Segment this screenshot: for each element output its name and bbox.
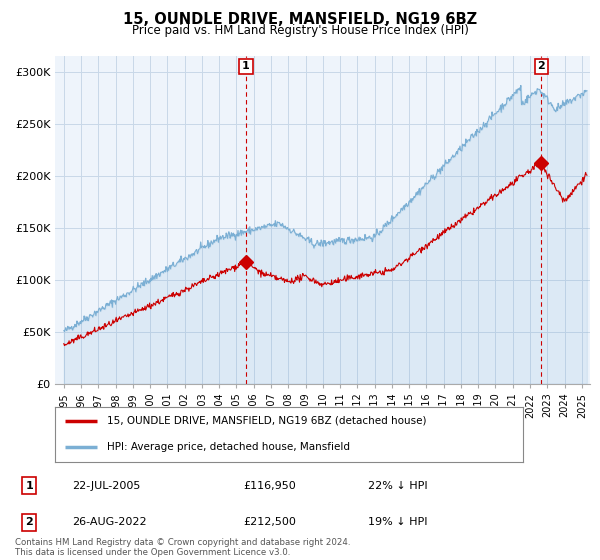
Text: HPI: Average price, detached house, Mansfield: HPI: Average price, detached house, Mans… <box>107 442 350 451</box>
Text: £212,500: £212,500 <box>243 517 296 527</box>
Text: £116,950: £116,950 <box>243 481 296 491</box>
Text: 1: 1 <box>25 481 33 491</box>
Text: 2: 2 <box>25 517 33 527</box>
Text: 22-JUL-2005: 22-JUL-2005 <box>72 481 140 491</box>
Text: 15, OUNDLE DRIVE, MANSFIELD, NG19 6BZ (detached house): 15, OUNDLE DRIVE, MANSFIELD, NG19 6BZ (d… <box>107 416 426 426</box>
Text: 22% ↓ HPI: 22% ↓ HPI <box>368 481 428 491</box>
Text: 15, OUNDLE DRIVE, MANSFIELD, NG19 6BZ: 15, OUNDLE DRIVE, MANSFIELD, NG19 6BZ <box>123 12 477 27</box>
Text: Contains HM Land Registry data © Crown copyright and database right 2024.
This d: Contains HM Land Registry data © Crown c… <box>15 538 350 557</box>
Text: 1: 1 <box>242 62 250 72</box>
Text: Price paid vs. HM Land Registry's House Price Index (HPI): Price paid vs. HM Land Registry's House … <box>131 24 469 37</box>
Text: 19% ↓ HPI: 19% ↓ HPI <box>368 517 428 527</box>
Text: 2: 2 <box>538 62 545 72</box>
Text: 26-AUG-2022: 26-AUG-2022 <box>72 517 146 527</box>
